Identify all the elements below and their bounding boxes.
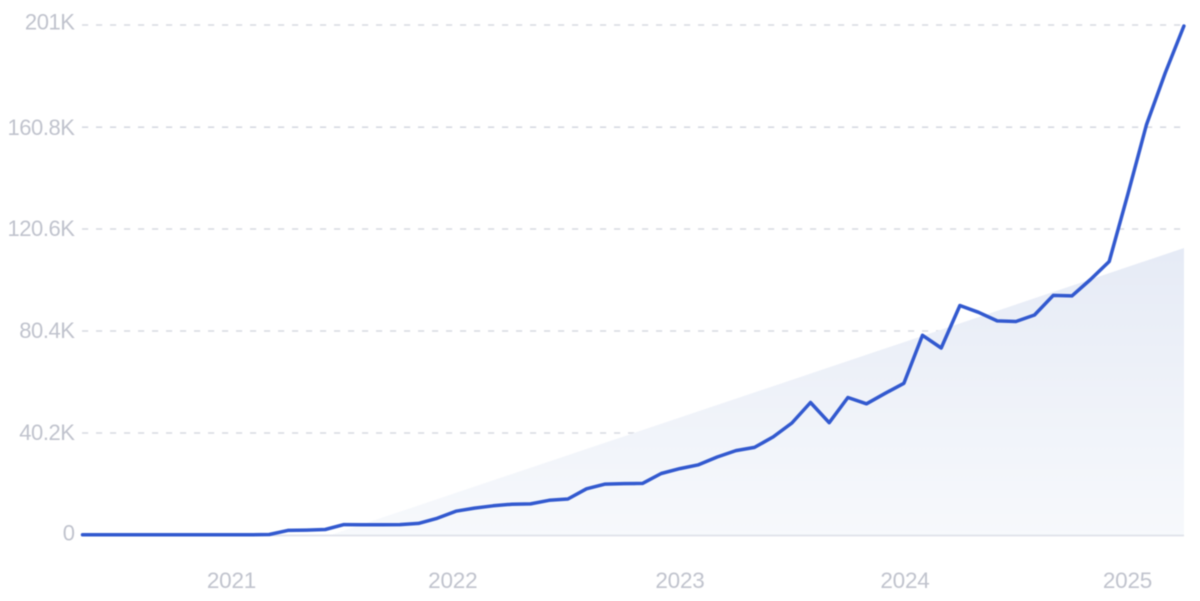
- svg-text:0: 0: [63, 521, 75, 546]
- svg-text:160.8K: 160.8K: [7, 115, 75, 140]
- svg-text:2025: 2025: [1103, 568, 1152, 593]
- svg-text:2023: 2023: [655, 568, 704, 593]
- svg-text:2024: 2024: [880, 568, 929, 593]
- svg-text:120.6K: 120.6K: [7, 216, 75, 241]
- svg-text:80.4K: 80.4K: [19, 318, 75, 343]
- svg-text:2021: 2021: [207, 568, 256, 593]
- svg-text:201K: 201K: [25, 10, 75, 35]
- svg-text:40.2K: 40.2K: [19, 420, 75, 445]
- svg-text:2022: 2022: [428, 568, 477, 593]
